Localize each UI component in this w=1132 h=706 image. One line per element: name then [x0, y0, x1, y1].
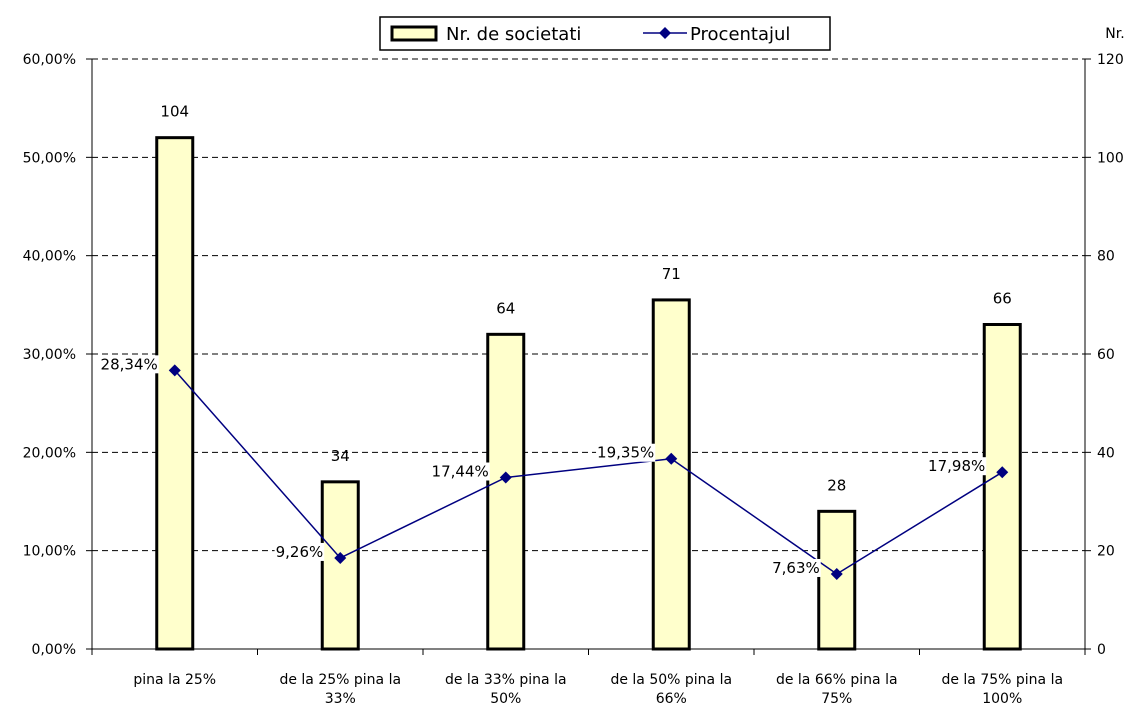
category-label: pina la 25% [133, 672, 216, 688]
left-tick-label: 20,00% [23, 445, 76, 461]
left-tick-label: 40,00% [23, 249, 76, 265]
gridlines [92, 58, 1085, 552]
line-point [665, 452, 678, 465]
data-labels: 104 34 64 71 28 66 28,34% 9,26% 17,44% 19,35% 7,63… [99, 103, 1012, 577]
series-line-procentajul [174, 369, 1003, 575]
bar-value-label: 66 [993, 290, 1012, 308]
left-tick-label: 30,00% [23, 347, 76, 363]
line-series [168, 364, 1009, 580]
bar-value-label: 34 [331, 447, 350, 465]
left-tick-label: 60,00% [23, 52, 76, 68]
right-tick-label: 0 [1097, 642, 1106, 658]
legend-line-marker [659, 27, 671, 39]
category-label: de la 75% pina la 100% [941, 672, 1063, 706]
bar [486, 332, 526, 651]
line-label-bg [99, 355, 159, 374]
right-tick-label: 80 [1097, 249, 1115, 265]
bar [982, 323, 1022, 651]
category-label: de la 33% pina la 50% [445, 672, 567, 706]
line-value-label: 19,35% [597, 444, 654, 462]
left-tick-label: 10,00% [23, 544, 76, 560]
tick-labels: 0,00% 0 10,00% 20 20,00% 40 30,00% 60 40,00% 80 50… [23, 52, 1124, 658]
left-tick-label: 0,00% [32, 642, 76, 658]
bar [817, 509, 857, 651]
line-value-label: 7,63% [772, 559, 820, 577]
line-point [996, 466, 1009, 479]
left-tick-label: 50,00% [23, 150, 76, 166]
line-point [168, 364, 181, 377]
category-label: de la 50% pina la 66% [610, 672, 732, 706]
right-tick-label: 100 [1097, 150, 1124, 166]
right-tick-label: 40 [1097, 445, 1115, 461]
right-tick-label: 20 [1097, 544, 1115, 560]
line-label-bg [430, 462, 490, 481]
legend-bar-swatch [390, 25, 438, 42]
line-point [334, 551, 347, 564]
right-tick-label: 60 [1097, 347, 1115, 363]
right-tick-label: 120 [1097, 52, 1124, 68]
legend: Nr. de societati Procentajul [379, 16, 831, 51]
line-label-bg [927, 457, 987, 476]
line-value-label: 9,26% [276, 543, 324, 561]
line-label-bg [274, 542, 325, 561]
legend-bar-label: Nr. de societati [446, 24, 581, 45]
axes [86, 58, 1091, 655]
category-label: de la 25% pina la 33% [279, 672, 401, 706]
legend-line-label: Procentajul [690, 24, 790, 45]
bar-value-label: 28 [827, 476, 846, 494]
bar [155, 136, 195, 651]
line-point [499, 471, 512, 484]
category-labels: pina la 25% de la 25% pina la 33% de la 33%… [133, 672, 1063, 706]
category-label: de la 66% pina la 75% [776, 672, 898, 706]
bar-value-label: 64 [496, 299, 515, 317]
line-value-label: 28,34% [101, 355, 158, 373]
bar-value-label: 71 [662, 265, 681, 283]
line-value-label: 17,98% [928, 457, 985, 475]
line-label-bg [771, 558, 821, 577]
line-point [830, 567, 843, 580]
bar-series [155, 136, 1022, 651]
bar-value-label: 104 [160, 103, 189, 121]
bar [320, 480, 360, 651]
legend-box [379, 16, 831, 51]
line-label-bg [596, 443, 656, 462]
line-value-label: 17,44% [432, 463, 489, 481]
right-axis-label: Nr. [1105, 26, 1124, 42]
bar [651, 298, 691, 651]
